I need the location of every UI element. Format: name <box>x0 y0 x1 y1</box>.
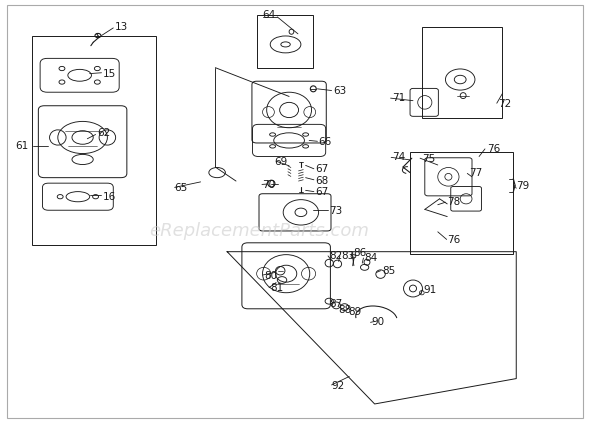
Text: 84: 84 <box>365 253 378 263</box>
Text: 92: 92 <box>332 381 345 391</box>
Text: 89: 89 <box>348 307 361 317</box>
Text: 72: 72 <box>499 99 512 109</box>
Text: 66: 66 <box>319 137 332 147</box>
Text: 78: 78 <box>447 197 460 207</box>
Text: 61: 61 <box>15 141 28 151</box>
Text: 63: 63 <box>333 86 346 96</box>
Text: 73: 73 <box>329 206 342 216</box>
Text: 16: 16 <box>103 192 116 202</box>
Text: 13: 13 <box>115 22 128 33</box>
Text: 88: 88 <box>338 305 351 315</box>
Text: 65: 65 <box>174 183 187 193</box>
Text: 79: 79 <box>516 181 529 191</box>
Text: 15: 15 <box>103 69 116 79</box>
Text: 83: 83 <box>341 251 354 261</box>
Text: eReplacementParts.com: eReplacementParts.com <box>150 222 369 239</box>
Text: 67: 67 <box>316 164 329 174</box>
Text: 76: 76 <box>487 144 500 154</box>
Text: 70: 70 <box>263 180 276 190</box>
Text: 91: 91 <box>424 285 437 295</box>
Text: 67: 67 <box>316 187 329 198</box>
Text: 68: 68 <box>316 176 329 186</box>
Bar <box>32 36 156 245</box>
Text: 69: 69 <box>274 157 287 167</box>
Bar <box>422 27 502 118</box>
Text: 62: 62 <box>97 128 110 138</box>
Text: 90: 90 <box>372 317 385 327</box>
Text: 71: 71 <box>392 93 405 103</box>
Text: 76: 76 <box>447 235 460 245</box>
Text: 80: 80 <box>264 271 277 281</box>
Bar <box>410 152 513 254</box>
Text: 75: 75 <box>422 154 435 164</box>
Text: 81: 81 <box>270 283 283 294</box>
Text: 87: 87 <box>329 299 342 309</box>
Text: 77: 77 <box>469 168 482 179</box>
Text: 85: 85 <box>382 266 395 276</box>
Text: 64: 64 <box>263 10 276 20</box>
Text: 74: 74 <box>392 152 405 162</box>
Bar <box>257 15 313 68</box>
Text: 82: 82 <box>329 251 342 261</box>
Text: 86: 86 <box>353 247 366 258</box>
